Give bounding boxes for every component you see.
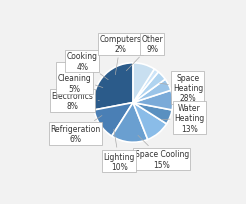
Text: Computers
2%: Computers 2% bbox=[99, 35, 141, 75]
Wedge shape bbox=[112, 103, 148, 143]
Text: Other
9%: Other 9% bbox=[126, 35, 163, 71]
Text: Space Cooling
15%: Space Cooling 15% bbox=[135, 136, 189, 169]
Text: Cooking
4%: Cooking 4% bbox=[67, 52, 108, 80]
Wedge shape bbox=[133, 70, 158, 103]
Wedge shape bbox=[133, 91, 173, 110]
Text: Electronics
8%: Electronics 8% bbox=[52, 91, 99, 111]
Text: Wet
Cleaning
5%: Wet Cleaning 5% bbox=[57, 64, 103, 93]
Wedge shape bbox=[133, 103, 172, 124]
Wedge shape bbox=[93, 63, 133, 110]
Wedge shape bbox=[133, 73, 165, 103]
Text: Water
Heating
13%: Water Heating 13% bbox=[161, 103, 205, 133]
Text: Space
Heating
28%: Space Heating 28% bbox=[160, 73, 203, 103]
Wedge shape bbox=[94, 103, 133, 136]
Text: Refrigeration
6%: Refrigeration 6% bbox=[50, 116, 102, 144]
Wedge shape bbox=[133, 80, 171, 103]
Text: Lighting
10%: Lighting 10% bbox=[104, 130, 135, 171]
Wedge shape bbox=[133, 63, 154, 103]
Wedge shape bbox=[133, 103, 167, 140]
